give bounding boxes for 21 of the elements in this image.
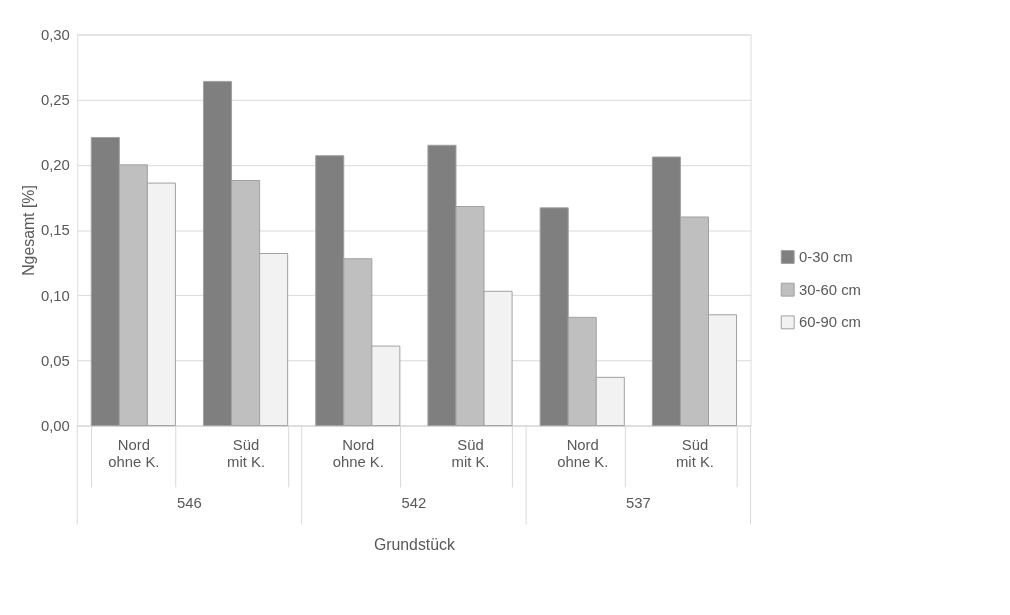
y-tick-label: 0,05 xyxy=(40,352,70,369)
x-tick-label: Nord ohne K. xyxy=(332,436,384,470)
y-tick-label: 0,25 xyxy=(40,92,70,109)
y-axis-title: Ngesamt [%] xyxy=(19,185,37,276)
legend-label: 0-30 cm xyxy=(799,248,853,265)
x-tick-label: Nord ohne K. xyxy=(557,436,609,470)
text: 546 xyxy=(177,494,202,511)
y-tick-label: 0,10 xyxy=(40,287,70,304)
legend-label: 30-60 cm xyxy=(799,281,861,298)
text: 537 xyxy=(625,494,651,511)
legend-label: 60-90 cm xyxy=(799,314,861,331)
text: 542 xyxy=(401,494,427,511)
y-tick-label: 0,00 xyxy=(40,418,70,435)
y-tick-label: 0,20 xyxy=(40,157,70,174)
x-tick-label: Süd mit K. xyxy=(227,436,266,470)
x-axis-title: Grundstück xyxy=(373,536,455,554)
x-tick-label: Süd mit K. xyxy=(451,436,490,470)
x-tick-label: Nord ohne K. xyxy=(108,436,160,470)
x-tick-label: Süd mit K. xyxy=(675,436,714,470)
y-tick-label: 0,15 xyxy=(40,222,70,239)
y-tick-label: 0,30 xyxy=(40,26,70,43)
